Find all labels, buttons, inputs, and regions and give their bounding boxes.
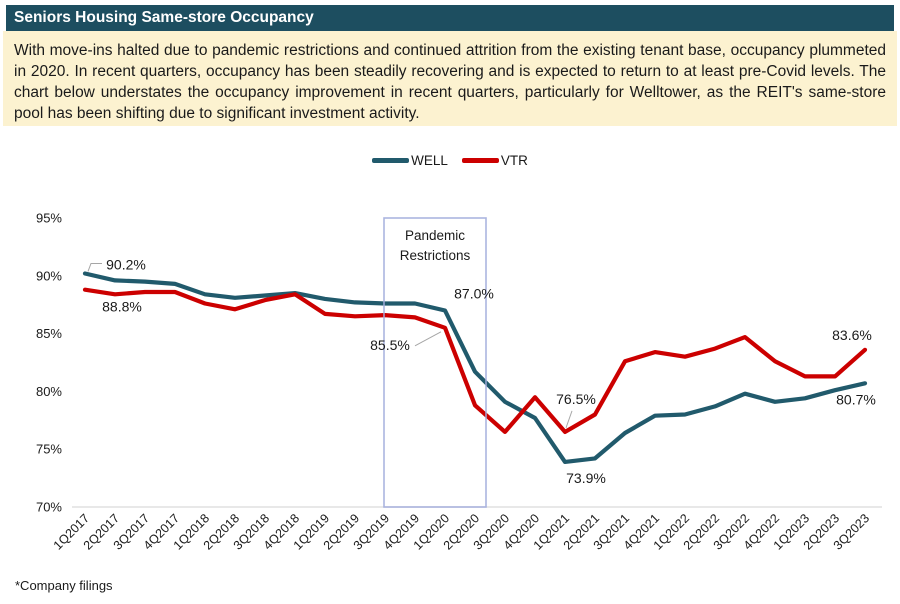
data-label-765: 76.5% [556, 391, 596, 407]
legend-item-well: WELL [372, 153, 448, 168]
pandemic-restrictions-label: Restrictions [400, 248, 471, 263]
pandemic-restrictions-box [383, 217, 487, 508]
y-axis-label: 80% [36, 384, 62, 399]
y-axis-label: 85% [36, 326, 62, 341]
data-label-888: 88.8% [102, 299, 142, 315]
data-label-902: 90.2% [106, 256, 146, 272]
page-title: Seniors Housing Same-store Occupancy [14, 9, 314, 26]
chart-legend: WELL VTR [0, 153, 900, 168]
legend-label-vtr: VTR [500, 153, 528, 168]
data-label-855: 85.5% [370, 337, 410, 353]
data-label-870: 87.0% [454, 285, 494, 301]
intro-paragraph: With move-ins halted due to pandemic res… [3, 31, 897, 126]
annotation-leader-line [565, 410, 573, 429]
legend-label-well: WELL [411, 153, 448, 168]
y-axis-label: 95% [36, 211, 62, 226]
data-label-807: 80.7% [836, 391, 876, 407]
y-axis-label: 90% [36, 268, 62, 283]
y-axis-label: 75% [36, 442, 62, 457]
pandemic-restrictions-label: Pandemic [405, 228, 465, 243]
annotation-leader-line [414, 331, 442, 347]
data-label-739: 73.9% [566, 470, 606, 486]
y-axis-label: 70% [36, 500, 62, 515]
source-footnote: *Company filings [15, 578, 113, 593]
legend-item-vtr: VTR [461, 153, 528, 168]
data-label-836: 83.6% [832, 327, 872, 343]
vtr-line [82, 287, 868, 434]
well-line-swatch [372, 158, 410, 163]
vtr-line-swatch [461, 158, 499, 163]
title-bar: Seniors Housing Same-store Occupancy [6, 5, 894, 31]
annotation-leader-line [87, 262, 102, 272]
well-line [82, 271, 868, 464]
